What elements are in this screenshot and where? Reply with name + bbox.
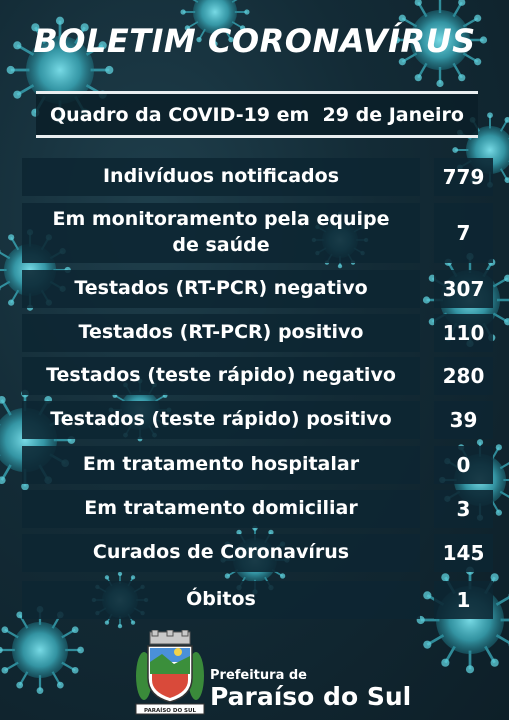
- stat-label: Indivíduos notificados: [22, 158, 420, 196]
- stat-value: 110: [434, 314, 493, 352]
- stat-value: 39: [434, 401, 493, 439]
- stat-label: Testados (teste rápido) negativo: [22, 357, 420, 395]
- stat-value: 145: [434, 534, 493, 572]
- stat-row-monitoring: Em monitoramento pela equipe de saúde 7: [22, 203, 493, 263]
- stat-row-recovered: Curados de Coronavírus 145: [22, 534, 493, 572]
- stat-label: Em tratamento hospitalar: [22, 446, 420, 484]
- municipality-logo: PARAÍSO DO SUL Prefeitura de Paraíso do …: [134, 630, 411, 718]
- virus-particle-icon: [392, 0, 488, 88]
- stat-label: Testados (RT-PCR) positivo: [22, 314, 420, 352]
- stat-label: Testados (RT-PCR) negativo: [22, 270, 420, 308]
- org-line-1: Prefeitura de: [210, 668, 307, 683]
- stat-value: 7: [434, 203, 493, 263]
- stat-row-notified: Indivíduos notificados 779: [22, 158, 493, 196]
- org-line-2: Paraíso do Sul: [210, 682, 412, 711]
- coat-of-arms-icon: PARAÍSO DO SUL: [135, 630, 205, 715]
- date-subtitle: Quadro da COVID-19 em 29 de Janeiro: [36, 91, 478, 138]
- page-title: BOLETIM CORONAVÍRUS: [33, 22, 476, 60]
- stat-label: Testados (teste rápido) positivo: [22, 401, 420, 439]
- stat-row-rapid-positive: Testados (teste rápido) positivo 39: [22, 401, 493, 439]
- stat-label: Em tratamento domiciliar: [22, 490, 420, 528]
- stat-row-deaths: Óbitos 1: [22, 581, 493, 619]
- stat-value: 3: [434, 490, 493, 528]
- stat-row-pcr-positive: Testados (RT-PCR) positivo 110: [22, 314, 493, 352]
- virus-particle-icon: [180, 0, 250, 47]
- stat-value: 1: [434, 581, 493, 619]
- stat-value: 0: [434, 446, 493, 484]
- stat-label: Curados de Coronavírus: [22, 534, 420, 572]
- stat-label: Óbitos: [22, 581, 420, 619]
- stat-row-home: Em tratamento domiciliar 3: [22, 490, 493, 528]
- stat-value: 779: [434, 158, 493, 196]
- stat-row-hospital: Em tratamento hospitalar 0: [22, 446, 493, 484]
- stat-label: Em monitoramento pela equipe de saúde: [22, 203, 420, 263]
- stat-value: 307: [434, 270, 493, 308]
- stat-value: 280: [434, 357, 493, 395]
- stat-row-rapid-negative: Testados (teste rápido) negativo 280: [22, 357, 493, 395]
- virus-particle-icon: [0, 606, 84, 694]
- crest-ribbon-text: PARAÍSO DO SUL: [144, 706, 196, 714]
- stat-row-pcr-negative: Testados (RT-PCR) negativo 307: [22, 270, 493, 308]
